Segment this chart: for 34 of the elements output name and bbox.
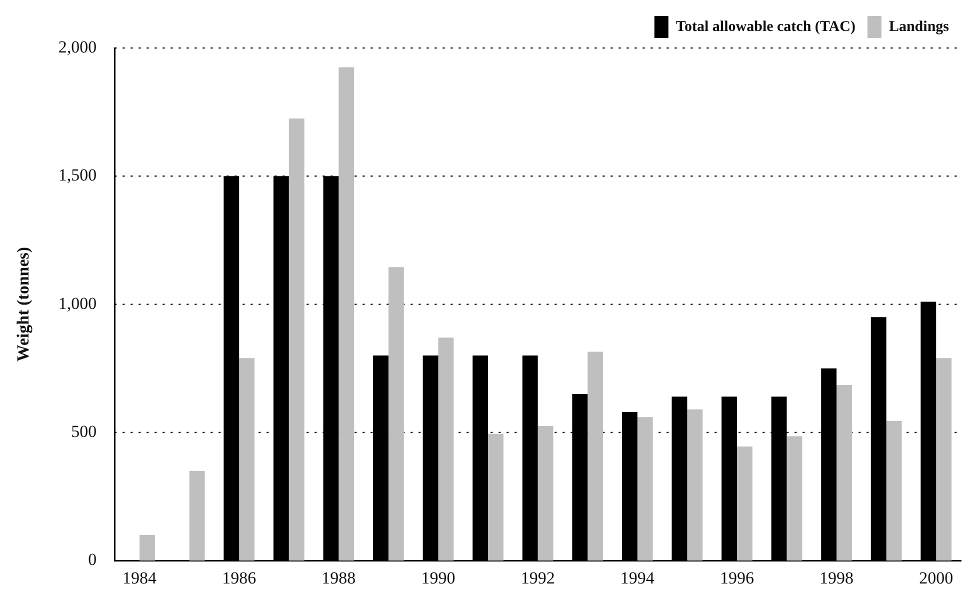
bar [736,446,752,561]
y-tick-label: 500 [71,422,97,441]
legend-label: Total allowable catch (TAC) [676,18,856,35]
bar [687,409,703,561]
x-tick-label: 1996 [720,568,754,588]
bar [438,338,454,561]
bar [588,352,604,561]
x-tick-label: 1994 [620,568,655,588]
bar [786,436,802,561]
bar [637,417,653,561]
x-tick-label: 1984 [122,568,158,588]
y-tick-label: 1,500 [58,166,97,185]
bar [239,358,255,561]
y-tick-label: 1,000 [58,294,97,313]
x-tick-label: 1998 [820,568,854,588]
bar [388,267,404,561]
bar [886,420,902,561]
x-tick-label: 1986 [222,568,256,588]
x-tick-label: 1992 [520,568,555,588]
bar [538,426,554,561]
legend-label: Landings [888,18,950,35]
x-tick-label: 2000 [919,568,954,588]
bar [936,358,952,561]
bar [140,534,155,561]
bar [288,118,304,561]
x-tick-label: 1988 [322,568,356,588]
bar [189,470,205,561]
bar [338,67,354,561]
bar [488,434,504,561]
bar [836,385,852,561]
y-tick-label: 2,000 [58,37,97,56]
y-axis-title: Weight (tonnes) [14,246,33,362]
y-tick-label: 0 [88,550,97,570]
x-tick-label: 1990 [421,568,456,588]
